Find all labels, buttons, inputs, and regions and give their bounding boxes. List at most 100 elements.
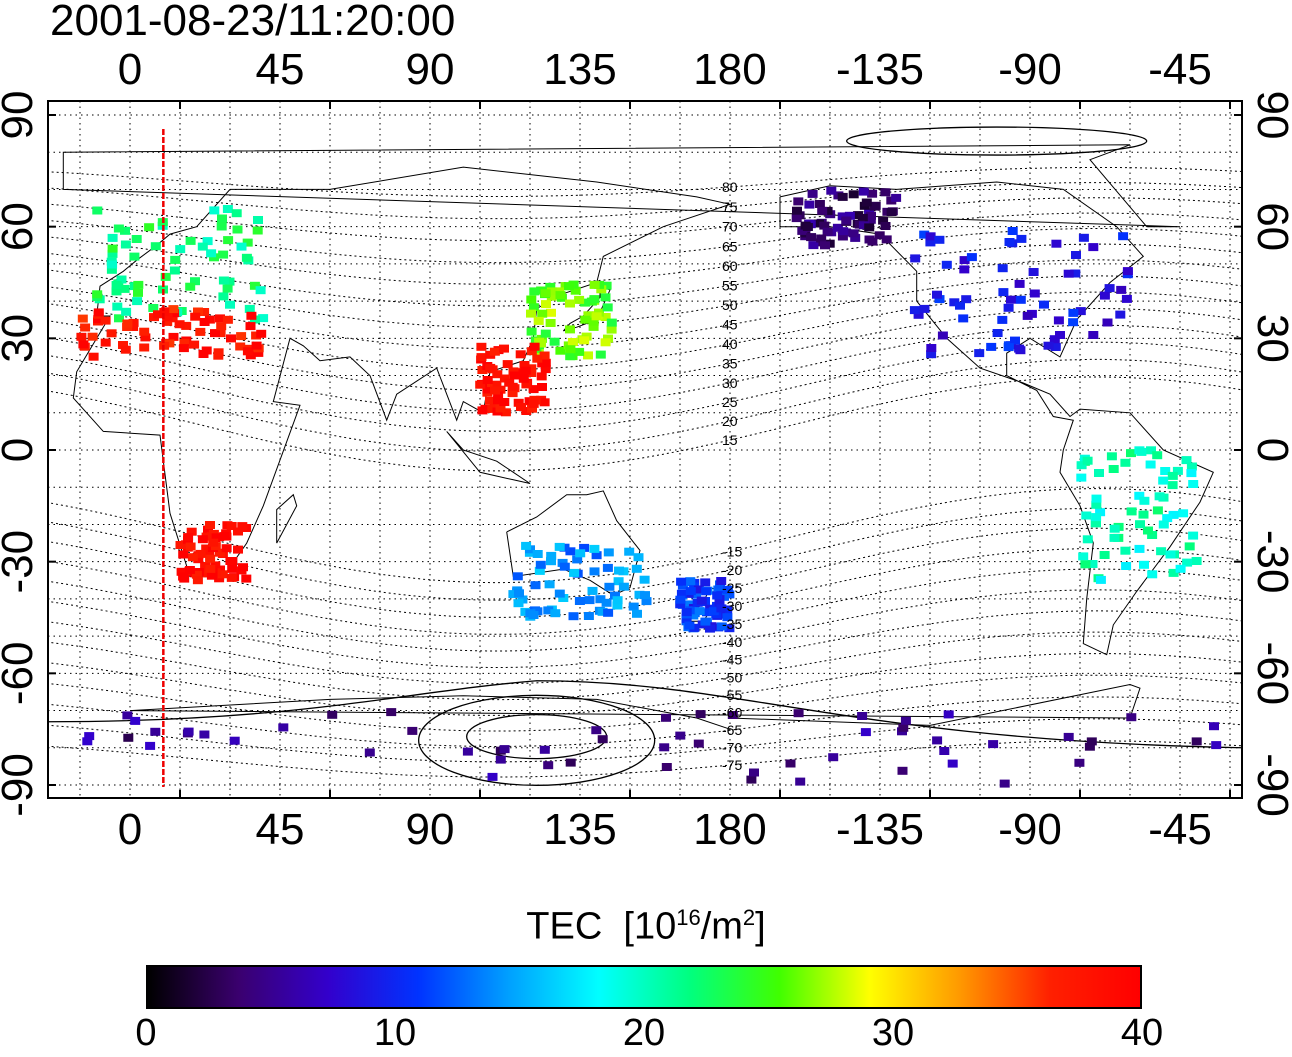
tec-point — [793, 709, 804, 718]
tec-point — [1081, 511, 1092, 520]
tec-point — [841, 216, 852, 225]
tec-point — [1121, 294, 1132, 303]
tec-point — [1074, 758, 1085, 767]
tec-point — [120, 240, 131, 249]
tec-point — [162, 313, 173, 322]
tec-point — [1003, 343, 1014, 352]
tec-point — [724, 590, 735, 599]
tec-point — [943, 710, 954, 719]
tec-point — [881, 235, 892, 244]
tec-point — [1094, 469, 1104, 477]
tec-point — [1091, 513, 1102, 522]
tec-point — [534, 566, 545, 575]
tec-point — [1126, 713, 1137, 722]
tec-point — [1016, 234, 1027, 243]
tec-point — [858, 187, 869, 196]
tec-point — [792, 206, 802, 215]
mag-contour — [48, 275, 1242, 350]
lat-tick-right: 0 — [1248, 438, 1292, 462]
tec-point — [675, 600, 686, 609]
tec-point — [258, 314, 269, 323]
tec-point — [128, 323, 139, 331]
tec-point — [191, 570, 202, 579]
tec-point — [1134, 491, 1145, 500]
tec-point — [80, 323, 91, 332]
tec-point — [1109, 533, 1120, 542]
frame-ticks — [48, 101, 1242, 798]
tec-point — [139, 327, 150, 336]
tec-point — [223, 236, 234, 245]
tec-point — [610, 591, 620, 600]
tec-point — [559, 562, 570, 571]
tec-point — [1120, 546, 1131, 555]
tec-point — [837, 212, 848, 221]
tec-point — [1010, 336, 1020, 345]
tec-point — [540, 329, 551, 338]
tec-point — [676, 577, 687, 586]
tec-point — [493, 391, 504, 400]
tec-point — [185, 542, 196, 551]
tec-point — [572, 555, 583, 564]
mag-lat-label: 70 — [722, 219, 738, 235]
tec-point — [1043, 341, 1054, 350]
colorbar-unit-exp: 16 — [676, 905, 701, 930]
tec-point — [961, 295, 972, 304]
tec-point — [500, 408, 511, 417]
tec-point — [513, 398, 524, 407]
tec-point — [549, 337, 560, 346]
tec-point — [565, 352, 576, 361]
tec-point — [217, 570, 228, 579]
tec-point — [546, 287, 557, 296]
tec-point — [513, 599, 524, 608]
tec-point — [489, 347, 500, 356]
tec-point — [826, 186, 837, 195]
mag-lat-label: 50 — [722, 297, 738, 313]
mag-lat-label: -75 — [722, 757, 742, 773]
tec-point — [237, 522, 248, 531]
tec-point — [880, 222, 891, 230]
tec-point — [1186, 462, 1197, 471]
tec-point — [817, 206, 828, 215]
tec-point — [209, 206, 220, 215]
tec-point — [691, 590, 702, 599]
tec-point — [508, 590, 519, 599]
tec-point — [499, 745, 510, 754]
tec-point — [540, 358, 551, 367]
tec-point — [528, 385, 539, 394]
tec-point — [183, 533, 194, 542]
lon-tick-top: 180 — [693, 45, 766, 94]
tec-point — [364, 748, 375, 757]
colorbar-unit-exp2: 2 — [742, 905, 756, 930]
tec-point — [114, 314, 124, 323]
tec-point — [253, 348, 264, 357]
tec-point — [214, 548, 225, 557]
tec-point — [139, 343, 150, 352]
tec-point — [575, 549, 586, 558]
tec-point — [1015, 295, 1026, 304]
tec-data-points — [76, 186, 1222, 788]
tec-point — [495, 385, 506, 394]
tec-point — [202, 237, 213, 246]
tec-point — [545, 319, 556, 327]
tec-point — [245, 322, 256, 331]
tec-point — [92, 290, 103, 299]
tec-point — [241, 253, 252, 262]
tec-point — [107, 249, 118, 258]
mag-contour — [48, 674, 1242, 732]
tec-point — [727, 711, 738, 719]
tec-point — [178, 344, 189, 353]
tec-point — [1091, 494, 1102, 503]
tec-point — [502, 360, 513, 369]
tec-point — [78, 340, 89, 349]
tec-point — [532, 354, 543, 363]
mag-lat-label: -60 — [722, 705, 742, 721]
tec-point — [491, 380, 502, 389]
tec-point — [1068, 308, 1079, 317]
tec-point — [226, 334, 236, 343]
tec-point — [1122, 267, 1133, 276]
tec-point — [526, 364, 537, 373]
tec-point — [131, 235, 142, 243]
tec-point — [252, 226, 263, 235]
tec-point — [87, 332, 98, 341]
tec-point — [200, 562, 211, 570]
